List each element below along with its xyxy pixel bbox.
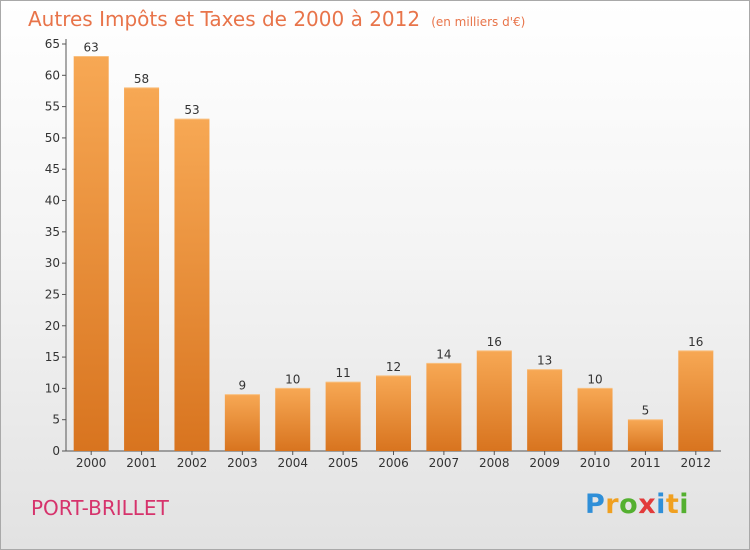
x-tick-label: 2008 (479, 456, 510, 470)
city-name: PORT-BRILLET (31, 496, 169, 520)
bar (476, 350, 512, 451)
data-label: 5 (642, 404, 650, 418)
x-tick-label: 2004 (277, 456, 308, 470)
logo-letter: r (605, 489, 620, 520)
y-tick-label: 30 (45, 256, 60, 270)
x-tick-label: 2000 (76, 456, 107, 470)
logo-letter: P (585, 489, 606, 520)
x-tick-label: 2001 (126, 456, 157, 470)
x-tick-label: 2003 (227, 456, 258, 470)
bar (224, 394, 260, 451)
bar (124, 87, 160, 451)
bar (426, 363, 462, 451)
y-tick-label: 55 (45, 100, 60, 114)
bar (174, 119, 210, 451)
x-tick-label: 2011 (630, 456, 661, 470)
data-label: 11 (335, 366, 350, 380)
x-tick-label: 2012 (681, 456, 712, 470)
data-label: 10 (587, 372, 602, 386)
y-tick-label: 45 (45, 162, 60, 176)
logo-letter: x (638, 489, 657, 520)
data-label: 58 (134, 72, 149, 86)
y-tick-label: 65 (45, 37, 60, 51)
y-tick-label: 0 (52, 444, 60, 458)
data-label: 63 (84, 41, 99, 55)
data-label: 14 (436, 347, 451, 361)
x-tick-label: 2005 (328, 456, 359, 470)
data-label: 9 (239, 379, 247, 393)
x-tick-label: 2007 (429, 456, 460, 470)
y-tick-label: 40 (45, 194, 60, 208)
logo-letter: i (656, 489, 666, 520)
data-label: 16 (487, 335, 502, 349)
bar (376, 375, 411, 451)
y-tick-label: 25 (45, 287, 60, 301)
data-label: 12 (386, 360, 401, 374)
data-label: 10 (285, 372, 300, 386)
x-tick-label: 2002 (177, 456, 208, 470)
bar (678, 350, 714, 451)
bar (275, 388, 311, 451)
y-tick-label: 60 (45, 68, 60, 82)
y-tick-label: 15 (45, 350, 60, 364)
y-tick-label: 50 (45, 131, 60, 145)
logo-letter: t (665, 489, 680, 520)
data-label: 13 (537, 354, 552, 368)
y-tick-label: 5 (52, 413, 60, 427)
x-tick-label: 2010 (580, 456, 611, 470)
bar (73, 56, 109, 452)
x-tick-label: 2006 (378, 456, 409, 470)
unit-text: (en milliers d'€) (431, 15, 526, 29)
bar (627, 419, 663, 451)
title-text: Autres Impôts et Taxes de 2000 à 2012 (28, 7, 421, 31)
data-label: 53 (184, 103, 199, 117)
y-tick-label: 10 (45, 381, 60, 395)
logo-letter: o (619, 489, 639, 520)
bar (527, 369, 563, 451)
data-label: 16 (688, 335, 703, 349)
y-tick-label: 20 (45, 319, 60, 333)
logo-letter: i (679, 489, 690, 520)
chart-title: Autres Impôts et Taxes de 2000 à 2012 (e… (28, 7, 525, 31)
proxiti-logo: Proxiti (585, 489, 689, 520)
bar (325, 382, 361, 451)
y-tick-label: 35 (45, 225, 60, 239)
x-tick-label: 2009 (529, 456, 560, 470)
bar (577, 388, 613, 451)
